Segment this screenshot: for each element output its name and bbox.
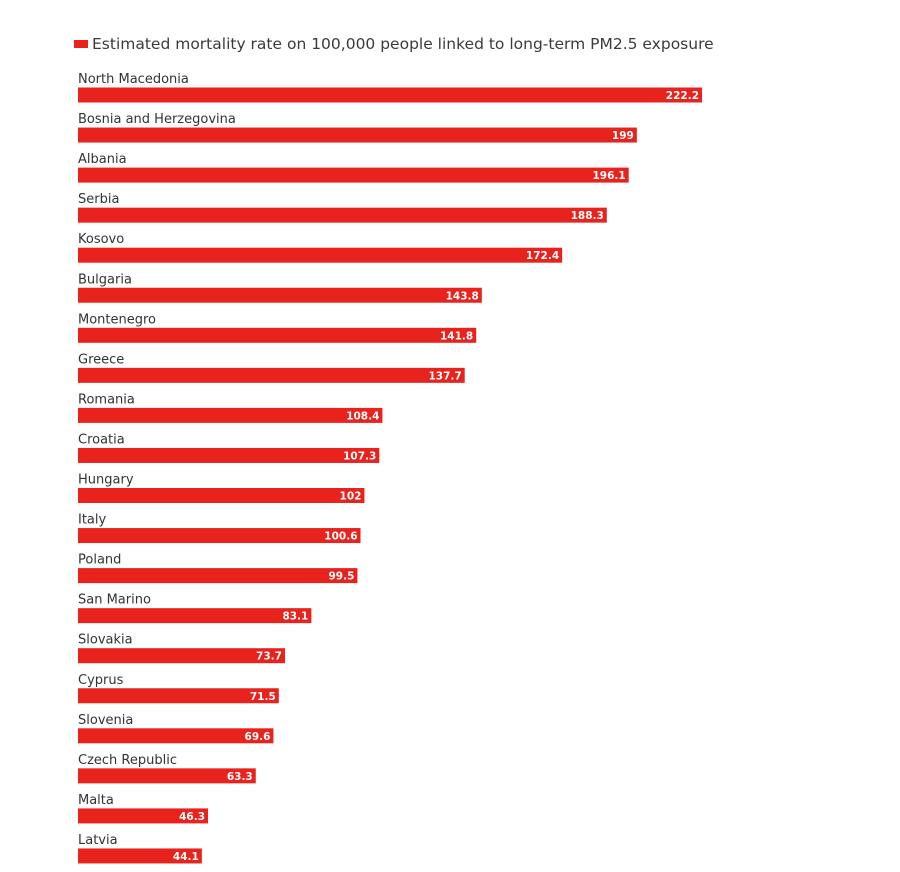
bar	[78, 447, 380, 463]
bar	[78, 608, 312, 624]
bar	[78, 87, 702, 103]
bar	[78, 407, 383, 423]
value-label: 141.8	[440, 330, 473, 342]
value-label: 99.5	[329, 571, 355, 583]
legend-label: Estimated mortality rate on 100,000 peop…	[92, 35, 714, 53]
bar	[78, 728, 274, 744]
bar	[78, 247, 563, 263]
value-label: 107.3	[343, 450, 376, 462]
category-label: Kosovo	[78, 232, 124, 247]
category-label: Albania	[78, 152, 127, 167]
value-label: 222.2	[666, 90, 699, 102]
value-label: 143.8	[446, 290, 479, 302]
bar	[78, 488, 365, 503]
category-label: San Marino	[78, 593, 151, 608]
chart-legend: Estimated mortality rate on 100,000 peop…	[74, 33, 714, 55]
value-label: 188.3	[571, 210, 604, 222]
bar	[78, 768, 256, 784]
value-label: 71.5	[250, 691, 276, 703]
bar	[78, 127, 637, 143]
category-label: North Macedonia	[78, 72, 189, 87]
category-label: Greece	[78, 352, 124, 367]
category-label: Romania	[78, 392, 135, 407]
value-label: 69.6	[245, 731, 271, 743]
bar	[78, 848, 202, 864]
value-label: 83.1	[282, 611, 308, 623]
bar	[78, 528, 361, 544]
bar	[78, 287, 482, 303]
value-label: 46.3	[179, 811, 205, 823]
category-label: Slovakia	[78, 633, 133, 648]
bar	[78, 167, 629, 183]
value-label: 102	[340, 491, 362, 503]
value-label: 63.3	[227, 771, 253, 783]
legend-swatch	[74, 40, 88, 48]
bar	[78, 568, 358, 584]
value-label: 73.7	[256, 651, 282, 663]
category-label: Slovenia	[78, 713, 133, 728]
value-label: 100.6	[324, 531, 357, 543]
category-label: Latvia	[78, 833, 118, 848]
category-label: Bosnia and Herzegovina	[78, 112, 236, 127]
category-label: Italy	[78, 513, 107, 528]
value-label: 44.1	[173, 851, 199, 863]
category-label: Poland	[78, 553, 121, 568]
value-label: 199	[612, 130, 634, 142]
bar	[78, 207, 607, 223]
category-label: Montenegro	[78, 312, 156, 327]
bar	[78, 808, 209, 824]
bar	[78, 688, 279, 704]
bar	[78, 648, 285, 664]
category-label: Hungary	[78, 473, 134, 488]
category-label: Malta	[78, 793, 114, 808]
category-label: Cyprus	[78, 673, 124, 688]
category-label: Bulgaria	[78, 272, 132, 287]
bar	[78, 327, 477, 343]
value-label: 196.1	[592, 170, 625, 182]
value-label: 137.7	[428, 370, 461, 382]
category-label: Serbia	[78, 192, 119, 207]
value-label: 172.4	[526, 250, 559, 262]
category-label: Croatia	[78, 432, 125, 447]
value-label: 108.4	[346, 410, 379, 422]
category-label: Czech Republic	[78, 753, 177, 768]
bar	[78, 367, 465, 383]
